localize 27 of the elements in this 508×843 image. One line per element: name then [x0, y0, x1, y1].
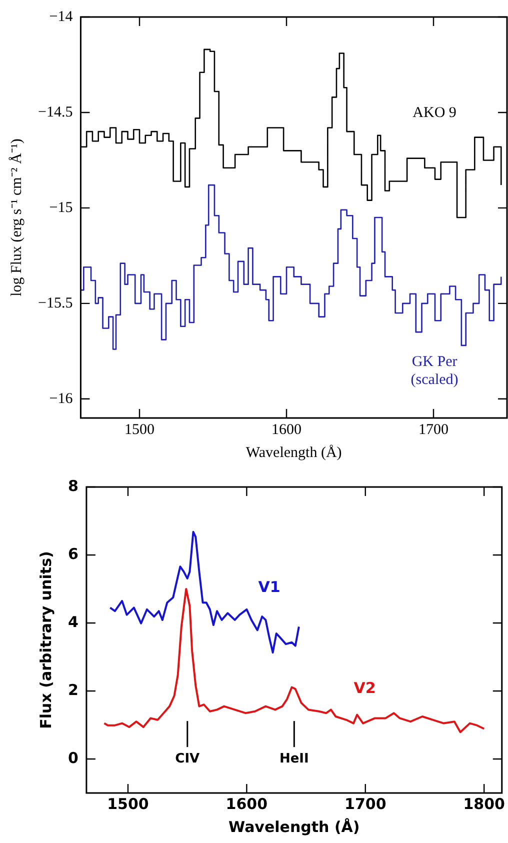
y-tick-label: 4 — [68, 612, 78, 631]
y-tick-label: −16 — [49, 390, 74, 407]
series-label: GK Per (scaled) — [410, 354, 458, 388]
y-tick-label: 8 — [68, 476, 78, 495]
series-label: V1 — [258, 578, 280, 596]
x-tick-label: 1500 — [107, 794, 149, 813]
y-tick-label: −14.5 — [38, 104, 73, 120]
y-tick-label: 2 — [68, 680, 78, 699]
x-tick-label: 1600 — [272, 422, 302, 438]
x-tick-label: 1800 — [463, 794, 505, 813]
y-axis-title: Flux (arbitrary units) — [36, 551, 55, 729]
x-axis-title: Wavelength (Å) — [228, 818, 360, 836]
y-tick-label: −14 — [49, 8, 74, 25]
y-axis-title: log Flux (erg s⁻¹ cm⁻² Å⁻¹) — [8, 138, 25, 296]
annotation: HeII — [279, 751, 309, 766]
x-tick-label: 1700 — [418, 422, 448, 438]
x-axis-title: Wavelength (Å) — [246, 444, 342, 461]
series-label: AKO 9 — [412, 105, 456, 122]
y-tick-label: −15.5 — [38, 295, 73, 312]
x-tick-label: 1600 — [226, 794, 268, 813]
y-tick-label: 6 — [68, 544, 78, 563]
x-tick-label: 1700 — [344, 794, 386, 813]
y-tick-label: 0 — [68, 748, 78, 767]
annotation: CIV — [175, 751, 200, 766]
series-label: V2 — [354, 678, 376, 697]
x-tick-label: 1500 — [124, 422, 155, 438]
y-tick-label: −15 — [49, 200, 73, 216]
